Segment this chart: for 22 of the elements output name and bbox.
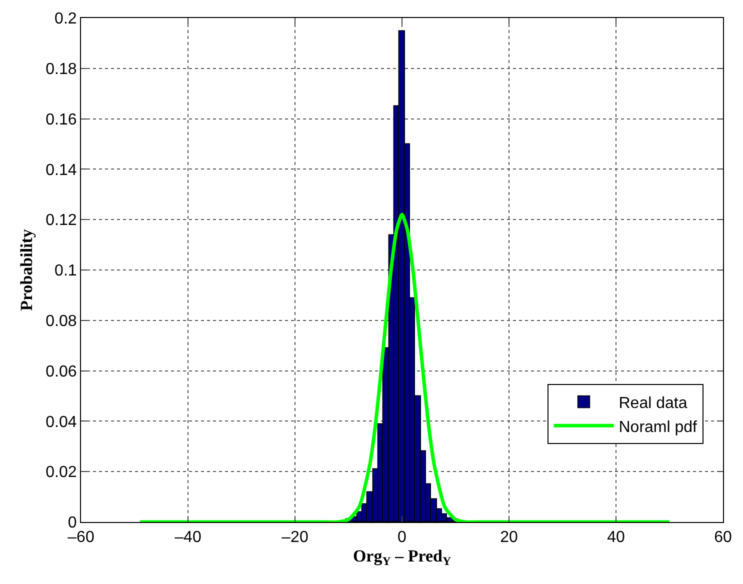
x-tick-label: –40 — [174, 529, 202, 546]
y-tick-label: 0.08 — [46, 313, 77, 330]
y-tick-label: 0.2 — [54, 10, 77, 28]
y-tick-label: 0.02 — [46, 464, 77, 482]
y-tick-label: 0.18 — [46, 61, 77, 78]
x-tick-label: 60 — [714, 529, 732, 546]
x-axis-title: Org$_{Y}$ – Pred$_{Y}$ — [352, 546, 452, 568]
y-tick-label: 0.1 — [54, 262, 77, 280]
y-tick-label: 0 — [68, 514, 77, 532]
x-tick-label: 40 — [607, 529, 625, 546]
x-tick-label: 0 — [398, 529, 407, 546]
y-axis-title: Probability — [17, 228, 36, 311]
y-tick-label: 0.12 — [46, 212, 77, 230]
y-tick-label: 0.06 — [46, 363, 77, 380]
x-tick-label: 20 — [500, 529, 518, 546]
y-tick-label: 0.16 — [46, 111, 77, 128]
x-tick-label: –20 — [282, 529, 308, 546]
y-tick-label: 0.04 — [46, 414, 77, 431]
legend-label: Noraml pdf — [618, 418, 698, 436]
legend-label: Real data — [618, 395, 688, 412]
x-tick-label: –60 — [68, 529, 94, 546]
y-tick-label: 0.14 — [46, 162, 77, 179]
